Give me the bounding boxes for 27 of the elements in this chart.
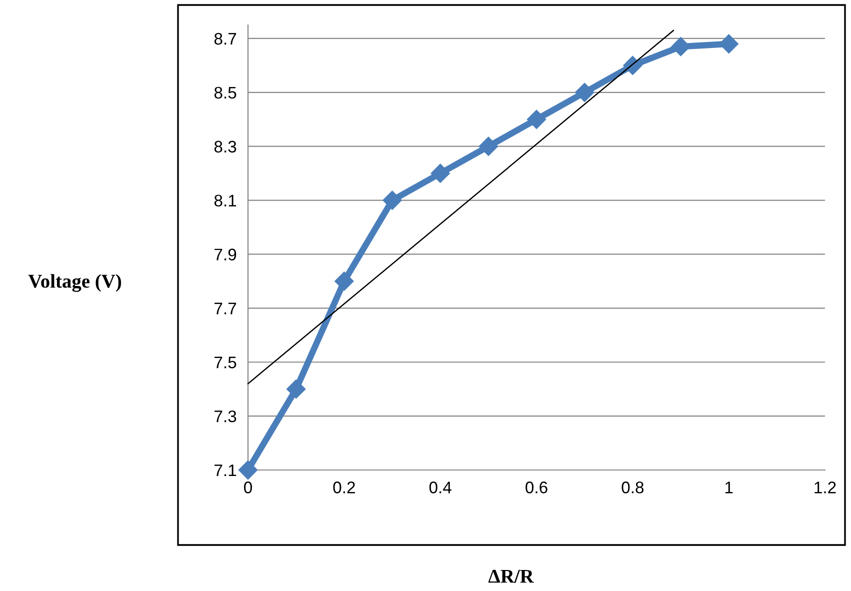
x-tick-label: 0.6	[526, 482, 548, 494]
x-tick-label: 0.4	[429, 482, 452, 494]
point	[478, 136, 498, 156]
point	[382, 190, 402, 210]
x-tick-label: 0.8	[622, 482, 644, 494]
y-tick-label: 8.5	[214, 86, 236, 99]
point	[286, 380, 306, 399]
point	[526, 110, 546, 129]
y-tick-label: 7.1	[214, 464, 236, 476]
x-axis-title: ΔR/R	[488, 570, 534, 583]
point	[334, 272, 354, 291]
y-tick-label: 8.3	[214, 140, 236, 153]
y-tick-label: 7.3	[214, 410, 236, 422]
point	[623, 56, 642, 75]
point	[575, 82, 594, 102]
x-tick-label: 1	[725, 482, 733, 494]
x-tick-label: 0.2	[333, 482, 355, 494]
y-tick-label: 7.7	[214, 302, 236, 314]
y-tick-label: 7.9	[214, 248, 236, 260]
x-tick-label: 1.2	[814, 482, 836, 494]
y-tick-label: 8.1	[214, 194, 236, 207]
y-tick-label: 7.5	[214, 356, 236, 368]
x-tick-label: 0	[244, 482, 252, 494]
y-tick-label: 8.7	[214, 32, 236, 45]
point	[238, 460, 258, 480]
point	[430, 164, 450, 183]
y-axis-title: Voltage (V)	[28, 274, 122, 292]
